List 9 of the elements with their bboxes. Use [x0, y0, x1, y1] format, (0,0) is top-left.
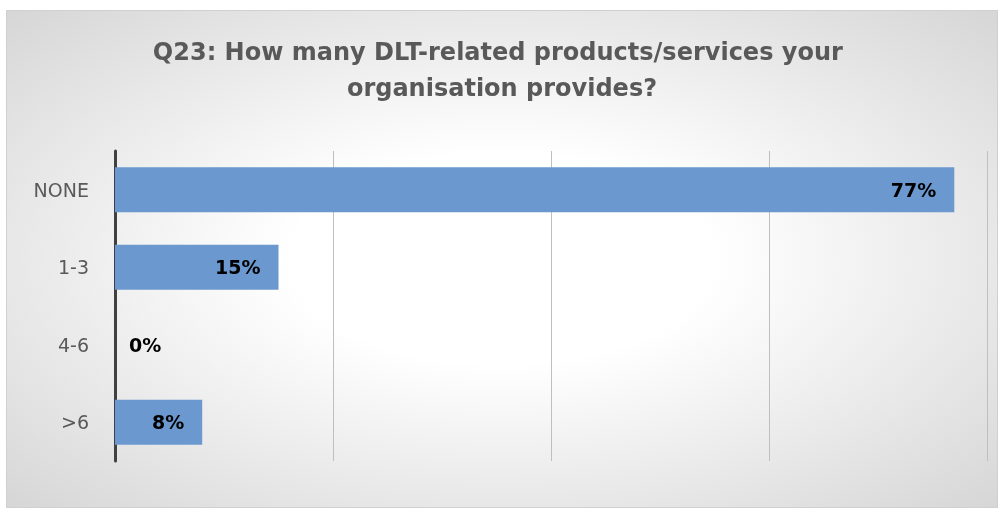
- data-label: 0%: [129, 333, 162, 356]
- y-tick-label: NONE: [33, 178, 89, 201]
- data-label: 77%: [890, 178, 937, 201]
- data-label: 8%: [151, 411, 185, 434]
- chart-title: Q23: How many DLT-related products/services your organisation provides?: [152, 38, 852, 102]
- y-tick-label: 4-6: [57, 333, 89, 356]
- data-label: 15%: [215, 256, 261, 279]
- y-tick-label: >6: [60, 411, 89, 434]
- y-tick-label: 1-3: [57, 256, 89, 279]
